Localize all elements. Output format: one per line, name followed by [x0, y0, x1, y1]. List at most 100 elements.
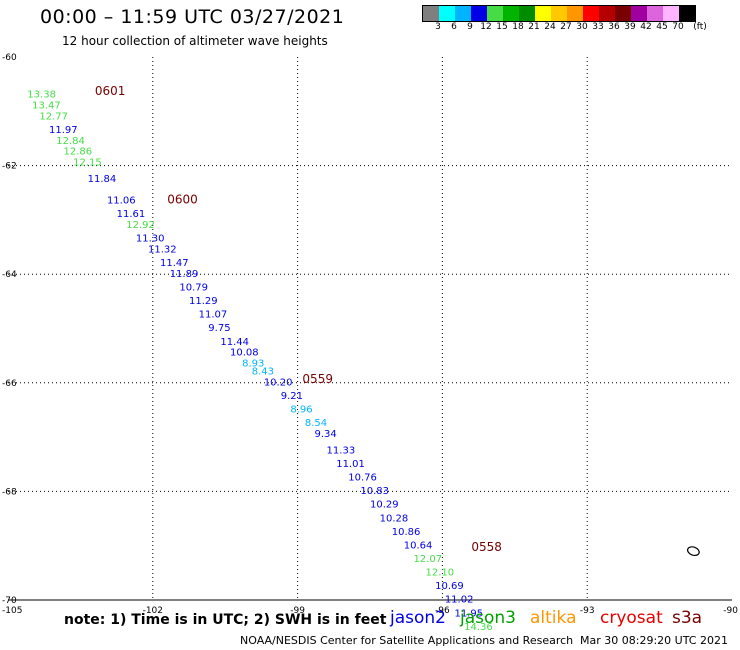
wave-height-value: 9.75	[208, 323, 230, 334]
longitude-label: -99	[290, 606, 305, 616]
scale-tick-label: 30	[576, 22, 588, 32]
wave-height-value: 9.34	[314, 429, 336, 440]
wave-height-value: 12.07	[413, 554, 442, 565]
legend-jason3: jason3	[460, 608, 516, 628]
scale-swatch	[647, 6, 663, 21]
timestamp: Mar 30 08:29:20 UTC 2021	[580, 634, 728, 647]
scale-tick-label: 15	[496, 22, 508, 32]
wave-height-value: 10.86	[392, 527, 421, 538]
wave-height-value: 12.92	[126, 220, 155, 231]
scale-swatch	[679, 6, 695, 21]
wave-height-value: 8.43	[252, 367, 274, 378]
scale-swatch	[663, 6, 679, 21]
wave-height-value: 10.83	[360, 486, 389, 497]
latitude-label: -68	[2, 487, 17, 497]
wave-height-value: 11.07	[199, 310, 228, 321]
latitude-label: -70	[2, 596, 17, 606]
island-outline	[686, 546, 700, 557]
page-title: 00:00 – 11:59 UTC 03/27/2021	[40, 6, 345, 28]
scale-tick-label: 36	[608, 22, 620, 32]
wave-height-value: 11.89	[170, 269, 199, 280]
wave-height-value: 14.36	[464, 622, 493, 633]
wave-height-value: 12.10	[426, 568, 455, 579]
scale-swatch	[439, 6, 455, 21]
longitude-label: -102	[143, 606, 163, 616]
wave-height-value: 10.28	[380, 513, 409, 524]
pass-time-label: 0559	[302, 372, 333, 386]
wave-height-value: 11.30	[136, 234, 165, 245]
scale-swatch	[487, 6, 503, 21]
scale-tick-label: 12	[480, 22, 492, 32]
scale-tick-label: 6	[451, 22, 457, 32]
wave-height-value: 13.38	[27, 90, 56, 101]
pass-time-label: 0558	[471, 540, 502, 554]
wave-height-color-scale	[422, 5, 696, 22]
pass-time-label: 0601	[95, 84, 126, 98]
wave-height-value: 12.84	[56, 136, 85, 147]
wave-height-value: 12.77	[39, 111, 68, 122]
scale-swatch	[599, 6, 615, 21]
wave-height-value: 11.61	[117, 209, 146, 220]
scale-tick-label: 33	[592, 22, 604, 32]
scale-tick-label: 18	[512, 22, 524, 32]
scale-tick-label: 21	[528, 22, 540, 32]
scale-tick-label: 27	[560, 22, 572, 32]
wave-height-value: 8.93	[242, 359, 264, 370]
wave-height-value: 11.33	[327, 445, 356, 456]
wave-height-value: 10.69	[435, 581, 464, 592]
wave-height-value: 11.84	[88, 174, 117, 185]
wave-height-value: 9.21	[281, 391, 303, 402]
wave-height-value: 11.06	[107, 196, 136, 207]
wave-height-value: 11.47	[160, 258, 189, 269]
latitude-label: -66	[2, 379, 17, 389]
wave-height-value: 12.15	[73, 158, 102, 169]
wave-height-value: 8.96	[290, 405, 312, 416]
page-subtitle: 12 hour collection of altimeter wave hei…	[62, 34, 328, 48]
scale-tick-label: 39	[624, 22, 636, 32]
pass-time-label: 0600	[167, 193, 198, 207]
credit-line: NOAA/NESDIS Center for Satellite Applica…	[240, 634, 574, 647]
wave-height-value: 11.97	[49, 125, 78, 136]
scale-swatch	[455, 6, 471, 21]
wave-height-value: 10.76	[348, 473, 377, 484]
scale-swatch	[503, 6, 519, 21]
wave-height-value: 10.29	[370, 500, 399, 511]
scale-tick-label: 3	[435, 22, 441, 32]
scale-swatch	[519, 6, 535, 21]
scale-swatch	[567, 6, 583, 21]
wave-height-value: 13.47	[32, 101, 61, 112]
wave-height-value: 11.02	[445, 595, 474, 606]
scale-swatch	[535, 6, 551, 21]
wave-height-value: 11.44	[220, 337, 249, 348]
scale-swatch	[471, 6, 487, 21]
legend-altika: altika	[530, 608, 577, 628]
scale-swatch	[583, 6, 599, 21]
scale-swatch	[551, 6, 567, 21]
legend-cryosat: cryosat	[600, 608, 663, 628]
scale-tick-label: 45	[656, 22, 668, 32]
scale-swatch	[631, 6, 647, 21]
wave-height-value: 8.54	[305, 418, 327, 429]
footnote: note: 1) Time is in UTC; 2) SWH is in fe…	[64, 612, 387, 628]
latitude-label: -64	[2, 270, 17, 280]
wave-height-value: 11.29	[189, 296, 218, 307]
scale-tick-label: 42	[640, 22, 652, 32]
legend-s3a: s3a	[672, 608, 703, 628]
wave-height-value: 12.86	[64, 147, 93, 158]
latitude-label: -62	[2, 162, 17, 172]
longitude-label: -93	[580, 606, 595, 616]
wave-height-value: 10.64	[404, 540, 433, 551]
wave-height-value: 11.01	[336, 459, 365, 470]
wave-height-value: 11.32	[148, 244, 177, 255]
scale-tick-label: 9	[467, 22, 473, 32]
wave-height-value: 11.95	[454, 608, 483, 619]
longitude-label: -96	[435, 606, 450, 616]
wave-height-value: 10.08	[230, 348, 259, 359]
legend-jason2: jason2	[390, 608, 446, 628]
longitude-label: -90	[723, 606, 738, 616]
scale-swatch	[615, 6, 631, 21]
latitude-label: -60	[2, 53, 17, 63]
scale-tick-label: (ft)	[693, 22, 707, 32]
